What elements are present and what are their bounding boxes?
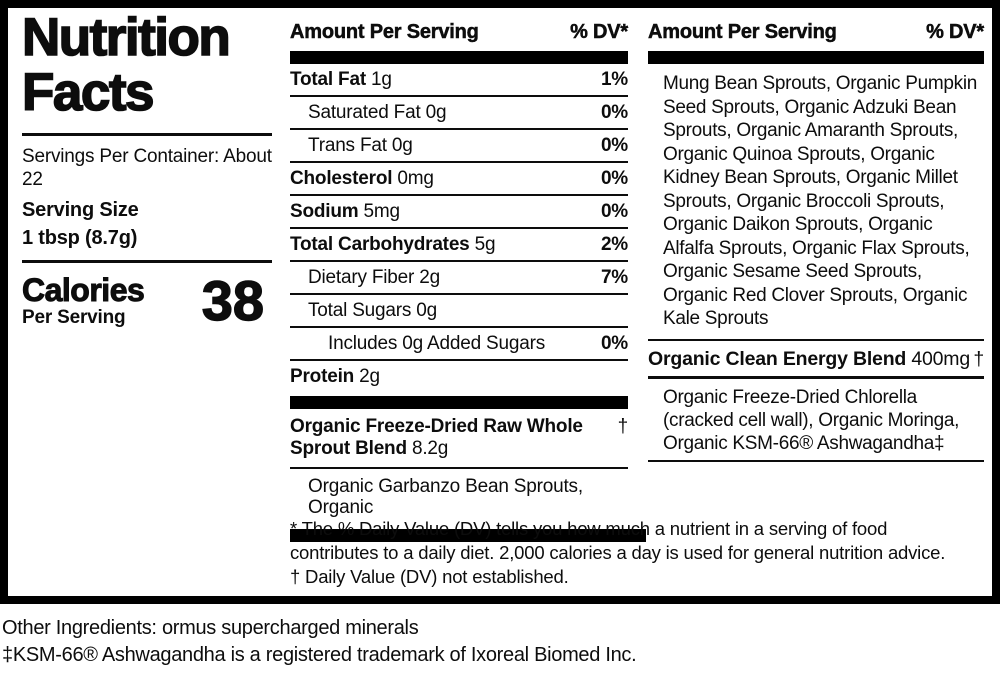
amount-per-serving-header: Amount Per Serving <box>290 21 479 43</box>
nutrient-name: Saturated Fat 0g <box>308 102 447 123</box>
dv-value: 0% <box>600 168 628 189</box>
nutrient-name: Cholesterol 0mg <box>290 168 434 189</box>
panel-header: Amount Per Serving % DV* <box>648 16 985 43</box>
calories-sublabel: Per Serving <box>22 307 126 328</box>
nutrient-name: Total Fat 1g <box>290 69 392 90</box>
divider-rule <box>648 376 984 379</box>
divider-rule <box>22 260 272 263</box>
nutrient-row-dietary-fiber: Dietary Fiber 2g 7% <box>290 262 628 295</box>
nutrient-name: Includes 0g Added Sugars <box>328 333 546 354</box>
label-left-column: Nutrition Facts Servings Per Container: … <box>21 8 272 332</box>
dv-value: 2% <box>600 234 628 255</box>
dagger-symbol: † <box>973 348 984 370</box>
nutrient-name: Total Sugars 0g <box>308 300 438 321</box>
nutrient-row-total-fat: Total Fat 1g 1% <box>290 64 628 97</box>
calories-labels: Calories Per Serving <box>21 272 145 329</box>
nutrient-row-total-sugars: Total Sugars 0g <box>290 295 628 328</box>
title-line-1: Nutrition <box>21 8 231 67</box>
nutrient-row-saturated-fat: Saturated Fat 0g 0% <box>290 97 628 130</box>
nutrient-name: Dietary Fiber 2g <box>308 267 440 288</box>
serving-size-label: Serving Size <box>22 199 139 221</box>
divider-rule <box>648 459 984 462</box>
trademark-line: ‡KSM-66® Ashwagandha is a registered tra… <box>2 644 637 666</box>
header-bar <box>648 51 984 64</box>
dagger-footnote: † Daily Value (DV) not established. <box>290 566 569 587</box>
dv-value: 7% <box>600 267 628 288</box>
nutrient-row-protein: Protein 2g <box>290 361 628 392</box>
servings-per-container: Servings Per Container: About 22 <box>22 146 272 190</box>
nutrient-row-added-sugars: Includes 0g Added Sugars 0% <box>290 328 628 361</box>
amount-per-serving-header: Amount Per Serving <box>648 21 837 43</box>
energy-blend-row: Organic Clean Energy Blend 400mg † <box>648 341 984 376</box>
calories-label: Calories <box>21 272 145 308</box>
panel-header: Amount Per Serving % DV* <box>290 16 629 43</box>
below-label-notes: Other Ingredients: ormus supercharged mi… <box>2 615 996 669</box>
dv-header: % DV* <box>926 21 985 43</box>
nutrient-row-cholesterol: Cholesterol 0mg 0% <box>290 163 628 196</box>
other-ingredients-line: Other Ingredients: ormus supercharged mi… <box>2 617 419 639</box>
label-border-box <box>0 0 1000 604</box>
dv-value: 0% <box>600 102 628 123</box>
divider-rule <box>22 133 272 136</box>
blend-name: Organic Freeze-Dried Raw Whole Sprout Bl… <box>290 416 583 459</box>
nutrients-panel: Amount Per Serving % DV* Total Fat 1g 1%… <box>290 16 646 542</box>
nutrient-name: Trans Fat 0g <box>308 135 413 156</box>
dv-value: 0% <box>600 135 628 156</box>
blend-ingredients-start: Organic Garbanzo Bean Sprouts, Organic <box>308 476 583 518</box>
energy-blend-name: Organic Clean Energy Blend 400mg <box>648 348 970 370</box>
dv-header: % DV* <box>570 21 629 43</box>
serving-size-block: Serving Size 1 tbsp (8.7g) <box>22 196 272 252</box>
title-line-2: Facts <box>21 63 155 122</box>
nutrient-row-sodium: Sodium 5mg 0% <box>290 196 628 229</box>
footnotes: * The % Daily Value (DV) tells you how m… <box>290 517 970 589</box>
nutrient-name: Sodium 5mg <box>290 201 400 222</box>
ingredients-panel: Amount Per Serving % DV* Mung Bean Sprou… <box>648 16 984 462</box>
sprout-blend-ingredients: Mung Bean Sprouts, Organic Pumpkin Seed … <box>663 73 978 329</box>
label-title: Nutrition Facts <box>21 8 272 122</box>
nutrient-row-trans-fat: Trans Fat 0g 0% <box>290 130 628 163</box>
section-bar <box>290 396 628 409</box>
divider-rule <box>648 338 984 341</box>
calories-block: Calories Per Serving 38 <box>21 269 272 332</box>
dv-value: 0% <box>600 201 628 222</box>
sprout-blend-row: Organic Freeze-Dried Raw Whole Sprout Bl… <box>290 409 628 469</box>
dv-value: 0% <box>600 333 628 354</box>
nutrient-row-total-carbohydrates: Total Carbohydrates 5g 2% <box>290 229 628 262</box>
serving-size-value: 1 tbsp (8.7g) <box>22 227 138 249</box>
dv-value: 1% <box>600 69 628 90</box>
nutrient-name: Total Carbohydrates 5g <box>290 234 496 255</box>
nutrient-name: Protein 2g <box>290 366 380 387</box>
calories-value: 38 <box>201 269 265 332</box>
section-separator-bar <box>290 529 646 542</box>
daily-value-footnote: * The % Daily Value (DV) tells you how m… <box>290 518 946 563</box>
header-bar <box>290 51 628 64</box>
energy-blend-ingredients: Organic Freeze-Dried Chlorella (cracked … <box>663 386 960 454</box>
dagger-symbol: † <box>617 416 629 437</box>
